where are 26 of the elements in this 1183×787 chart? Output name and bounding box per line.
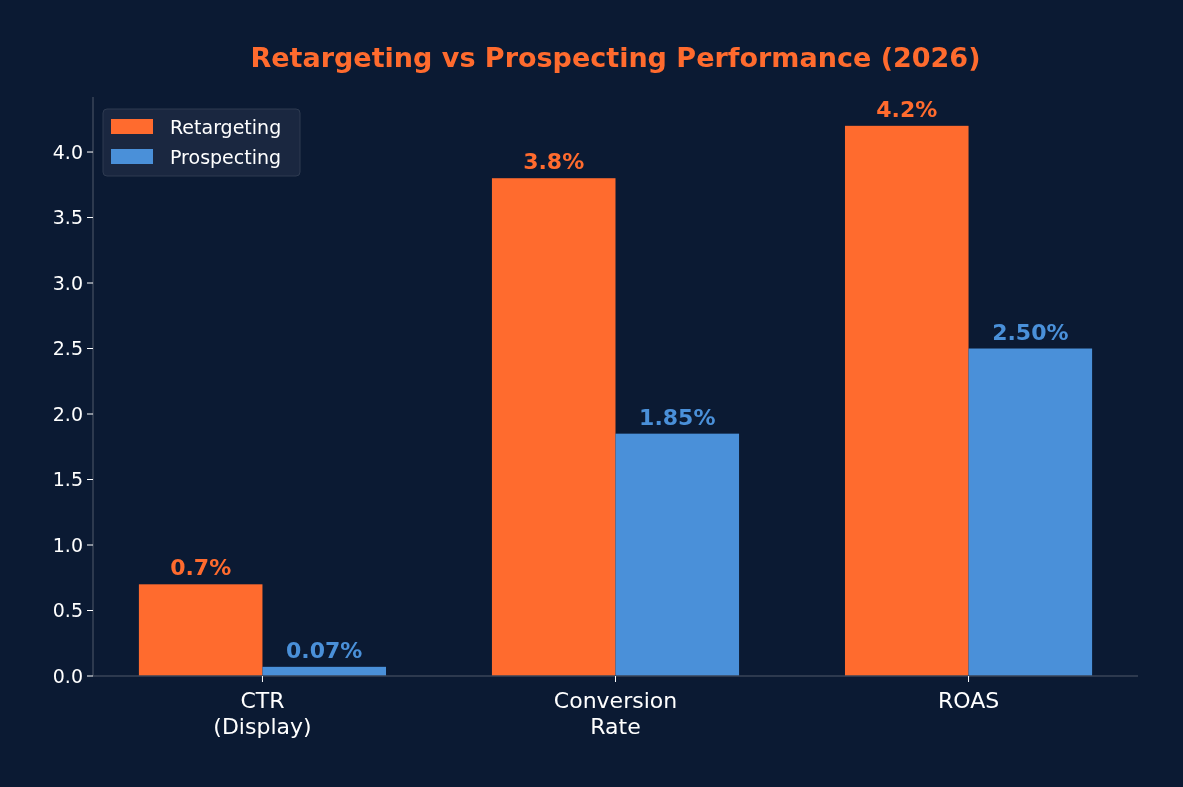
data-label: 0.07% — [286, 637, 363, 663]
x-tick-label: ROAS — [937, 688, 1000, 713]
legend-label: Prospecting — [170, 145, 282, 168]
bar — [615, 433, 740, 676]
bar — [491, 178, 616, 676]
chart-title: Retargeting vs Prospecting Performance (2026) — [250, 42, 981, 73]
y-tick-label: 1.5 — [52, 468, 83, 491]
data-label: 0.7% — [170, 555, 232, 581]
bar — [138, 584, 263, 676]
y-tick-label: 2.5 — [52, 337, 83, 360]
x-tick-label: Conversion Rate — [553, 688, 678, 739]
y-tick-label: 1.0 — [52, 533, 83, 556]
legend-label: Retargeting — [170, 115, 282, 138]
bar — [968, 348, 1093, 676]
x-tick-label: CTR (Display) — [213, 688, 312, 739]
y-tick-label: 3.0 — [52, 271, 83, 294]
data-label: 2.50% — [992, 319, 1069, 345]
data-label: 4.2% — [876, 96, 938, 122]
y-tick-label: 3.5 — [52, 206, 83, 229]
y-tick-label: 0.5 — [52, 599, 83, 622]
bar — [844, 125, 969, 676]
data-label: 1.85% — [639, 404, 716, 430]
y-tick-label: 4.0 — [52, 140, 83, 163]
data-label: 3.8% — [523, 149, 585, 175]
y-tick-label: 0.0 — [52, 664, 83, 687]
y-tick-label: 2.0 — [52, 402, 83, 425]
